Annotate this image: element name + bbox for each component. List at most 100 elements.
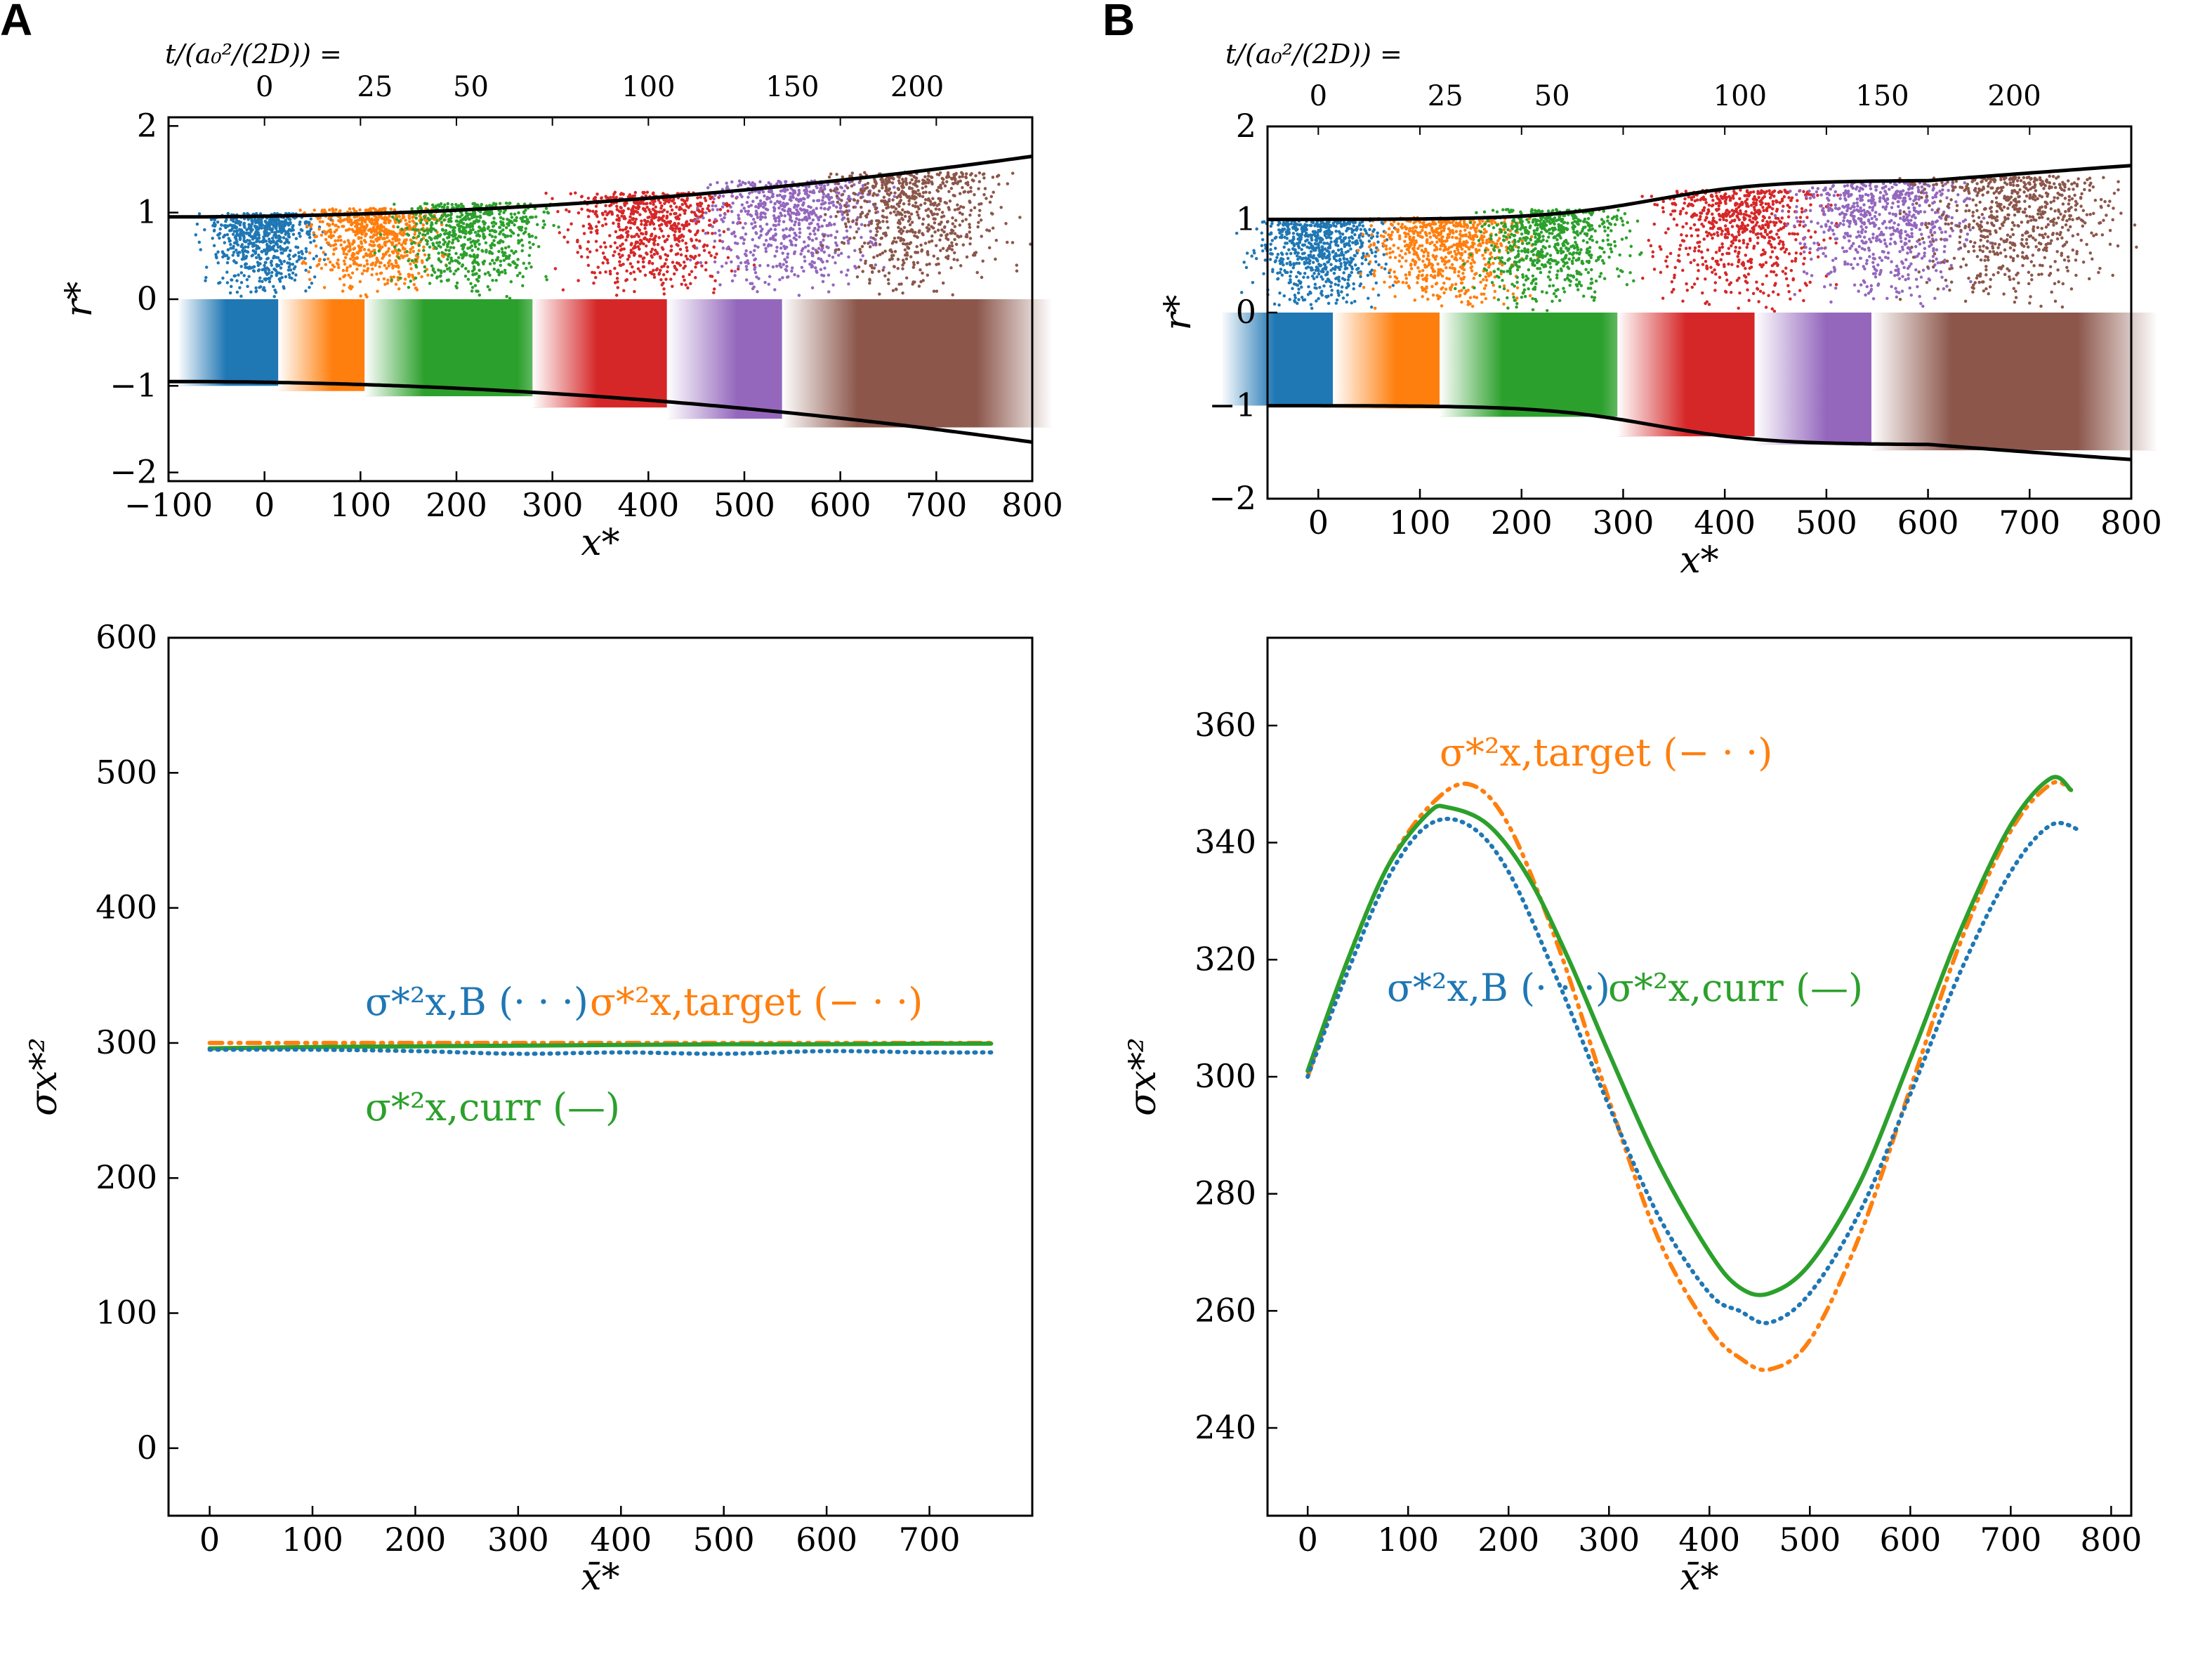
B-top-xlabel: x* bbox=[1680, 539, 1718, 582]
A-top-ytick-label: 0 bbox=[137, 280, 157, 317]
A-top-ytick-label: 2 bbox=[137, 106, 157, 144]
B-top-ytick-label: 0 bbox=[1236, 293, 1256, 331]
A-bottom-xtick-label: 300 bbox=[487, 1521, 549, 1559]
B-top-ytick-label: −1 bbox=[1209, 386, 1256, 424]
cloud-particles bbox=[544, 190, 756, 297]
A-top-xtick-label: 500 bbox=[713, 486, 775, 524]
A-bottom-ytick-label: 0 bbox=[137, 1429, 157, 1467]
A-bottom-ytick-label: 500 bbox=[96, 753, 157, 791]
series-sigma-x-curr bbox=[1305, 775, 2074, 1297]
B-bottom-ytick-label: 360 bbox=[1194, 706, 1256, 744]
time-label-25: 25 bbox=[1428, 80, 1463, 112]
A-bottom-xtick-label: 500 bbox=[693, 1521, 755, 1559]
B-top-xtick-label: 0 bbox=[1308, 504, 1329, 542]
A-top-xtick-label: 0 bbox=[254, 486, 275, 524]
B-top-xtick-label: 300 bbox=[1593, 504, 1654, 542]
panel-label-a: A bbox=[0, 0, 32, 45]
legend-0: σ*²x,B (· · ·) bbox=[365, 980, 588, 1024]
time-header-b: t/(a₀²/(2D)) = bbox=[1225, 39, 1402, 70]
B-bottom-ytick-label: 240 bbox=[1194, 1408, 1256, 1446]
A-top-xtick-label: 700 bbox=[905, 486, 967, 524]
time-label-150: 150 bbox=[1855, 80, 1909, 112]
series-sigma-x-curr bbox=[207, 1041, 994, 1051]
A-top-ytick-label: 1 bbox=[137, 193, 157, 231]
B-top-xtick-label: 400 bbox=[1694, 504, 1756, 542]
lower-wall bbox=[1268, 404, 2132, 461]
particle-cloud-5 bbox=[782, 171, 1053, 428]
A-bottom-ytick-label: 400 bbox=[96, 888, 157, 926]
B-top-ytick-label: 1 bbox=[1236, 200, 1256, 238]
A-top-xtick-label: 200 bbox=[426, 486, 487, 524]
A-bottom-xtick-label: 400 bbox=[590, 1521, 652, 1559]
A-bottom-ylabel: σx*² bbox=[23, 1037, 65, 1116]
panel-label-b: B bbox=[1102, 0, 1135, 45]
lower-wall bbox=[169, 379, 1033, 444]
B-bottom-ylabel: σx*² bbox=[1122, 1037, 1164, 1116]
B-top-xtick-label: 200 bbox=[1491, 504, 1553, 542]
B-bottom-xtick-label: 300 bbox=[1578, 1521, 1640, 1559]
time-label-50: 50 bbox=[1534, 80, 1570, 112]
cloud-density-fade bbox=[1871, 313, 2158, 451]
A-top-xtick-label: 100 bbox=[329, 486, 391, 524]
A-bottom-ytick-label: 600 bbox=[96, 618, 157, 656]
cloud-particles bbox=[1898, 174, 2138, 309]
legend-0: σ*²x,target (− · ·) bbox=[1440, 730, 1772, 775]
B-bottom-xlabel: x̄* bbox=[1680, 1556, 1718, 1599]
B-top-xtick-label: 500 bbox=[1796, 504, 1857, 542]
B-bottom-xtick-label: 100 bbox=[1377, 1521, 1439, 1559]
A-top-xlabel: x* bbox=[581, 522, 619, 564]
B-bottom-ytick-label: 300 bbox=[1194, 1057, 1256, 1095]
B-top-xtick-label: 600 bbox=[1897, 504, 1959, 542]
time-label-150: 150 bbox=[765, 71, 819, 103]
B-bottom-ytick-label: 280 bbox=[1194, 1174, 1256, 1212]
chart-b-top: 0 25 50 100 150 200 0 100 200 300 400 500 600 700 800 −… bbox=[1157, 80, 2162, 582]
time-label-25: 25 bbox=[357, 71, 393, 103]
time-label-100: 100 bbox=[1713, 80, 1767, 112]
cloud-particles bbox=[688, 179, 896, 297]
A-top-xtick-label: 300 bbox=[522, 486, 584, 524]
A-bottom-xtick-label: 600 bbox=[796, 1521, 857, 1559]
chart-b-bottom: σ*²x,target (− · ·) σ*²x,B (· · ·)σ*²x,cu… bbox=[1122, 636, 2142, 1599]
A-top-ytick-label: −2 bbox=[110, 453, 157, 491]
series-sigma-x-B bbox=[207, 1047, 994, 1056]
A-top-xtick-label: 800 bbox=[1001, 486, 1063, 524]
cloud-density-fade bbox=[782, 299, 1053, 428]
upper-wall bbox=[169, 155, 1033, 219]
A-bottom-xtick-label: 100 bbox=[282, 1521, 343, 1559]
A-bottom-xtick-label: 700 bbox=[899, 1521, 961, 1559]
A-top-xtick-label: 600 bbox=[810, 486, 871, 524]
A-top-xtick-label: 400 bbox=[617, 486, 679, 524]
B-bottom-ytick-label: 320 bbox=[1194, 940, 1256, 978]
time-label-50: 50 bbox=[453, 71, 489, 103]
legend-2: σ*²x,curr (—) bbox=[365, 1085, 620, 1129]
B-bottom-ytick-label: 260 bbox=[1194, 1291, 1256, 1329]
A-bottom-ytick-label: 200 bbox=[96, 1158, 157, 1196]
A-bottom-xtick-label: 0 bbox=[199, 1521, 220, 1559]
A-bottom-xlabel: x̄* bbox=[581, 1556, 619, 1599]
series-sigma-x-target bbox=[1305, 780, 2074, 1372]
B-top-xtick-label: 700 bbox=[1999, 504, 2060, 542]
A-top-time-labels: 0 25 50 100 150 200 bbox=[256, 71, 944, 103]
cloud-particles bbox=[1235, 218, 1397, 310]
B-top-xtick-label: 800 bbox=[2100, 504, 2162, 542]
particle-cloud-5 bbox=[1871, 174, 2158, 451]
time-label-0: 0 bbox=[1310, 80, 1327, 112]
legend-2: σ*²x,curr (—) bbox=[1608, 966, 1863, 1010]
time-label-200: 200 bbox=[1987, 80, 2041, 112]
B-bottom-xtick-label: 800 bbox=[2080, 1521, 2142, 1559]
B-top-time-labels: 0 25 50 100 150 200 bbox=[1310, 80, 2041, 112]
chart-a-bottom: σ*²x,B (· · ·) σ*²x,target (− · ·) σ*²x,cu… bbox=[23, 618, 1034, 1599]
B-top-xtick-label: 100 bbox=[1389, 504, 1451, 542]
upper-wall bbox=[1268, 164, 2132, 221]
B-bottom-xtick-label: 500 bbox=[1779, 1521, 1841, 1559]
A-bottom-frame bbox=[167, 636, 1034, 1517]
B-bottom-xtick-label: 600 bbox=[1879, 1521, 1941, 1559]
series-sigma-x-B bbox=[1305, 816, 2083, 1325]
cloud-particles bbox=[194, 211, 339, 299]
A-top-ytick-label: −1 bbox=[110, 366, 157, 404]
legend-1: σ*²x,B (· · ·) bbox=[1387, 966, 1610, 1010]
cloud-particles bbox=[815, 171, 1032, 297]
A-bottom-xtick-label: 200 bbox=[385, 1521, 447, 1559]
